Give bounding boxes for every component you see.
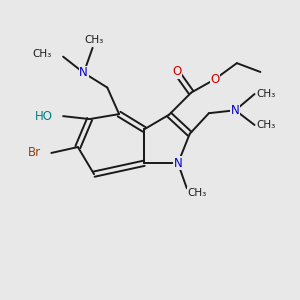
Text: HO: HO [35, 110, 53, 123]
Text: CH₃: CH₃ [257, 120, 276, 130]
Text: N: N [231, 104, 240, 117]
Text: O: O [172, 65, 181, 79]
Text: N: N [80, 66, 88, 80]
Text: Br: Br [28, 146, 41, 159]
Text: CH₃: CH₃ [188, 188, 207, 198]
Text: N: N [174, 157, 182, 170]
Text: CH₃: CH₃ [84, 35, 104, 46]
Text: O: O [210, 73, 219, 86]
Text: CH₃: CH₃ [257, 89, 276, 99]
Text: CH₃: CH₃ [32, 49, 51, 59]
